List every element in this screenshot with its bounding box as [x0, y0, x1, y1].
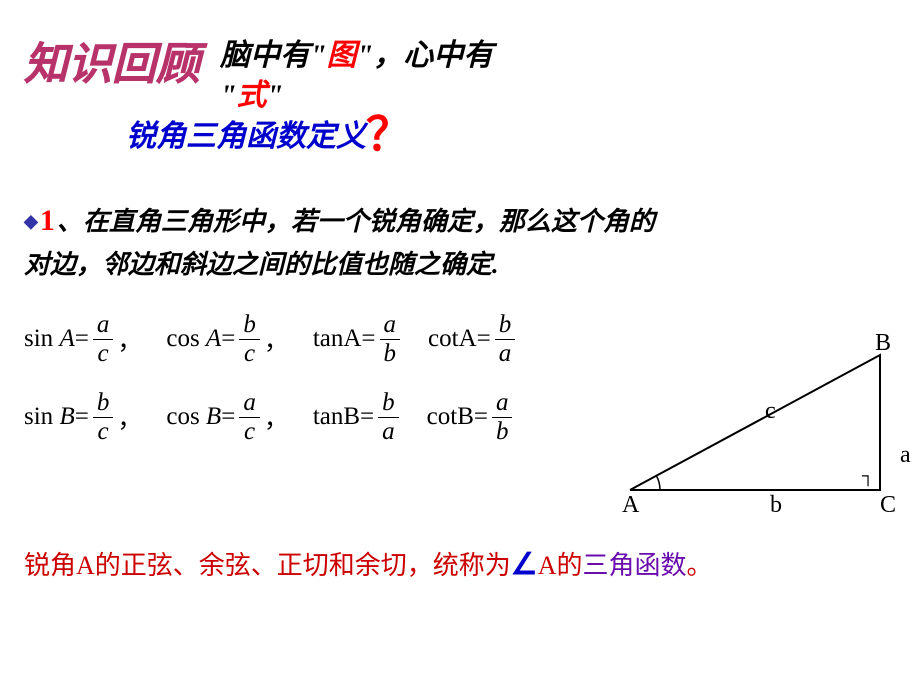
cos-label: cos: [166, 325, 199, 353]
subtitle-prefix: 脑中有": [220, 39, 327, 72]
cotA-formula: cotA= ba: [428, 311, 519, 368]
var-A2: A: [206, 325, 221, 353]
right-angle-icon: ┐: [862, 466, 874, 486]
vertex-B: B: [875, 330, 891, 357]
frac-top: a: [93, 311, 114, 339]
vertex-A: A: [622, 492, 639, 519]
eq3: =: [75, 403, 89, 431]
review-title: 知识回顾: [24, 28, 200, 92]
frac-top8: a: [492, 389, 513, 417]
side-b: b: [770, 492, 782, 519]
comma3: ，: [117, 399, 142, 435]
cotB-formula: cotB= ab: [427, 389, 517, 446]
frac-b-c2: bc: [93, 389, 114, 446]
frac-bot2: c: [240, 340, 259, 368]
formula-row-A: sin A = ac， cos A = bc， tanA= ab cotA= b…: [24, 300, 584, 378]
frac-bot4: a: [495, 340, 516, 368]
bullet-line2: 对边，邻边和斜边之间的比值也随之确定.: [24, 250, 499, 279]
summary-line: 锐角A的正弦、余弦、正切和余切，统称为∠A的三角函数。: [24, 545, 713, 582]
definition-line: 锐角三角函数定义？: [126, 98, 412, 164]
subtitle-mid: "，心中有: [357, 39, 494, 72]
summary-text1: 锐角A的正弦、余弦、正切和余切，统称为: [24, 551, 511, 580]
comma: ，: [117, 321, 142, 357]
sinA-formula: sin A = ac，: [24, 311, 142, 368]
summary-text4: 。: [686, 551, 712, 580]
frac-top3: a: [380, 311, 401, 339]
bullet-sep: 、: [57, 207, 83, 236]
frac-bot: c: [94, 340, 113, 368]
frac-top5: b: [93, 389, 114, 417]
tanB-label: tanB=: [313, 403, 374, 431]
formula-row-B: sin B = bc， cos B = ac， tanB= ba cotB= a…: [24, 378, 584, 456]
tanB-formula: tanB= ba: [313, 389, 403, 446]
frac-bot6: c: [240, 418, 259, 446]
frac-bot5: c: [94, 418, 113, 446]
eq2: =: [221, 325, 235, 353]
var-A: A: [59, 325, 74, 353]
cosB-formula: cos B = ac，: [166, 389, 288, 446]
sinB-formula: sin B = bc，: [24, 389, 142, 446]
frac-top4: b: [495, 311, 516, 339]
frac-bot7: a: [378, 418, 399, 446]
sin-label: sin: [24, 325, 53, 353]
frac-bot8: b: [492, 418, 513, 446]
cotB-label: cotB=: [427, 403, 488, 431]
frac-top6: a: [239, 389, 260, 417]
frac-a-c: ac: [93, 311, 114, 368]
bullet-diamond-icon: ◆: [24, 211, 38, 231]
formula-block: sin A = ac， cos A = bc， tanA= ab cotA= b…: [24, 300, 584, 456]
var-B2: B: [206, 403, 221, 431]
eq: =: [75, 325, 89, 353]
tanA-formula: tanA= ab: [313, 311, 404, 368]
cotA-label: cotA=: [428, 325, 491, 353]
bullet-number: 1: [40, 204, 55, 237]
bullet-line1: 在直角三角形中，若一个锐角确定，那么这个角的: [83, 207, 655, 236]
cos-label2: cos: [166, 403, 199, 431]
frac-a-c2: ac: [239, 389, 260, 446]
tanA-label: tanA=: [313, 325, 376, 353]
subtitle-line1: 脑中有"图"，心中有: [220, 30, 493, 74]
frac-b-a: ba: [495, 311, 516, 368]
sin-label2: sin: [24, 403, 53, 431]
subtitle-kw1: 图: [327, 39, 357, 72]
frac-b-a2: ba: [378, 389, 399, 446]
comma2: ，: [264, 321, 289, 357]
question-mark: ？: [366, 109, 412, 160]
cosA-formula: cos A = bc，: [166, 311, 288, 368]
var-B: B: [59, 403, 74, 431]
side-c: c: [765, 398, 776, 425]
frac-top7: b: [378, 389, 399, 417]
summary-text2: A的: [538, 551, 583, 580]
frac-b-c: bc: [239, 311, 260, 368]
bullet-text: ◆1、在直角三角形中，若一个锐角确定，那么这个角的 对边，邻边和斜边之间的比值也…: [24, 198, 884, 285]
definition-text: 锐角三角函数定义: [126, 120, 366, 153]
summary-text3: 三角函数: [582, 551, 686, 580]
eq4: =: [221, 403, 235, 431]
frac-bot3: b: [380, 340, 401, 368]
frac-a-b2: ab: [492, 389, 513, 446]
side-a: a: [900, 442, 911, 469]
right-triangle-diagram: A B C a b c ┐: [610, 330, 910, 510]
vertex-C: C: [880, 492, 896, 519]
comma4: ，: [264, 399, 289, 435]
frac-top2: b: [239, 311, 260, 339]
frac-a-b: ab: [380, 311, 401, 368]
angle-symbol: ∠: [511, 548, 538, 581]
